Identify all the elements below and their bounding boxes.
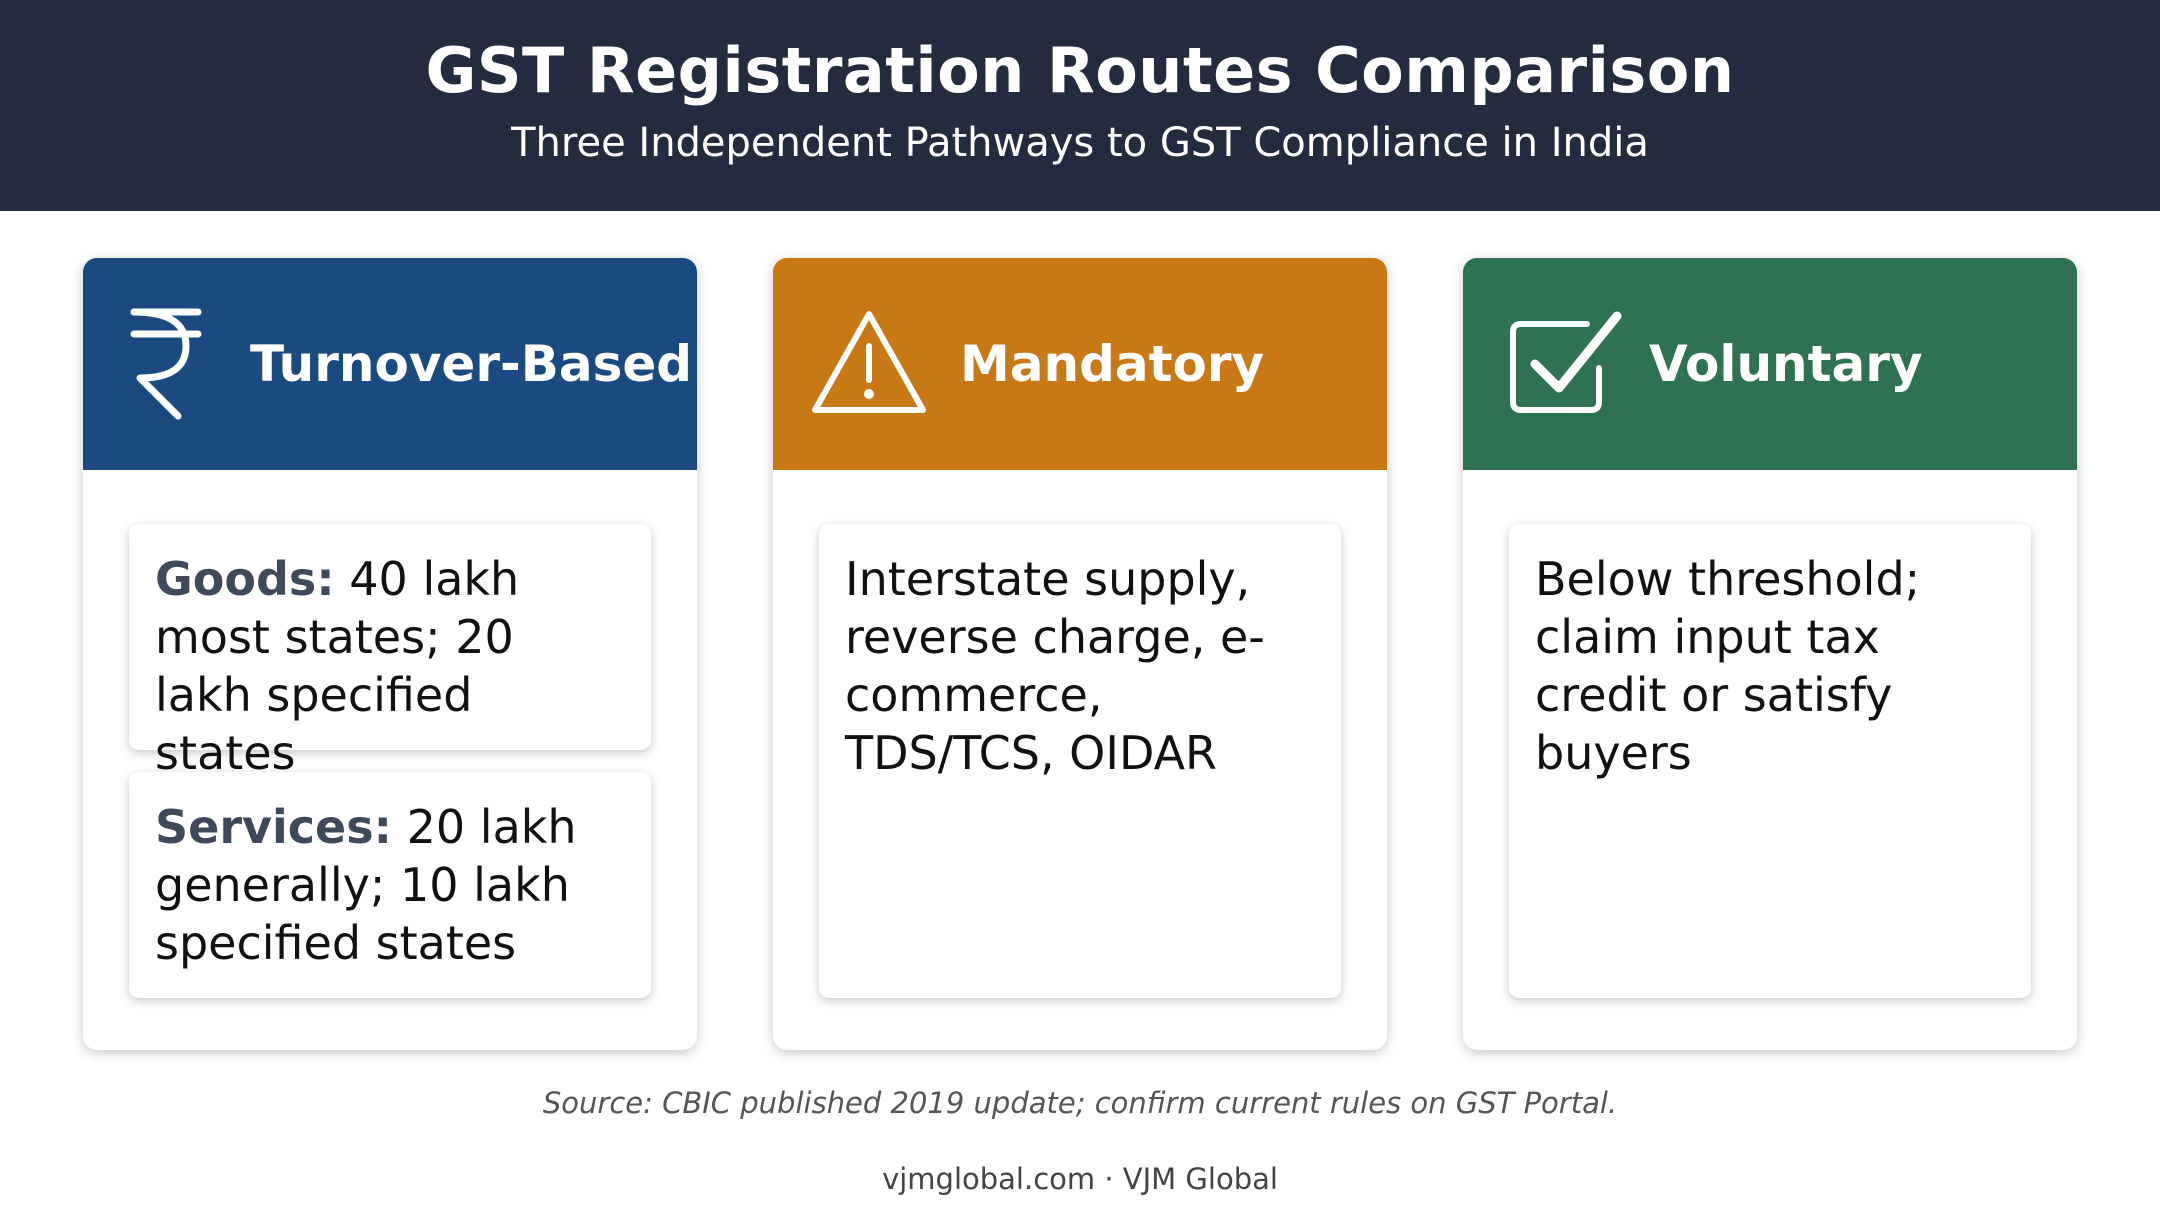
goods-label: Goods: xyxy=(155,552,335,606)
services-label: Services: xyxy=(155,800,393,854)
mandatory-text: Interstate supply, reverse charge, e-com… xyxy=(845,552,1265,780)
source-note: Source: CBIC published 2019 update; conf… xyxy=(542,1086,1618,1120)
checkbox-icon xyxy=(1510,311,1622,413)
page-subtitle: Three Independent Pathways to GST Compli… xyxy=(511,120,1649,166)
card-title: Voluntary xyxy=(1649,335,1923,393)
card-title: Mandatory xyxy=(960,335,1265,393)
mandatory-criteria-box: Interstate supply, reverse charge, e-com… xyxy=(819,524,1341,998)
warning-icon xyxy=(812,311,926,413)
card-header: Voluntary xyxy=(1463,258,2077,470)
card-mandatory: Mandatory Interstate supply, reverse cha… xyxy=(773,258,1387,1050)
footer-credit: vjmglobal.com · VJM Global xyxy=(882,1162,1278,1196)
card-voluntary: Voluntary Below threshold; claim input t… xyxy=(1463,258,2077,1050)
voluntary-criteria-box: Below threshold; claim input tax credit … xyxy=(1509,524,2031,998)
voluntary-text: Below threshold; claim input tax credit … xyxy=(1535,552,1921,780)
rupee-icon xyxy=(130,308,202,420)
goods-text: 40 lakh most states; 20 lakh specified s… xyxy=(155,552,520,780)
goods-threshold-box: Goods: 40 lakh most states; 20 lakh spec… xyxy=(129,524,651,780)
page-title: GST Registration Routes Comparison xyxy=(425,34,1735,107)
card-header: Turnover-Based xyxy=(83,258,697,470)
card-turnover-based: Turnover-Based Goods: 40 lakh most state… xyxy=(83,258,697,1050)
card-header: Mandatory xyxy=(773,258,1387,470)
services-text: 20 lakh generally; 10 lakh specified sta… xyxy=(155,800,577,970)
card-title: Turnover-Based xyxy=(250,335,693,393)
services-threshold-box: Services: 20 lakh generally; 10 lakh spe… xyxy=(129,772,651,998)
page-header: GST Registration Routes Comparison Three… xyxy=(0,0,2160,211)
